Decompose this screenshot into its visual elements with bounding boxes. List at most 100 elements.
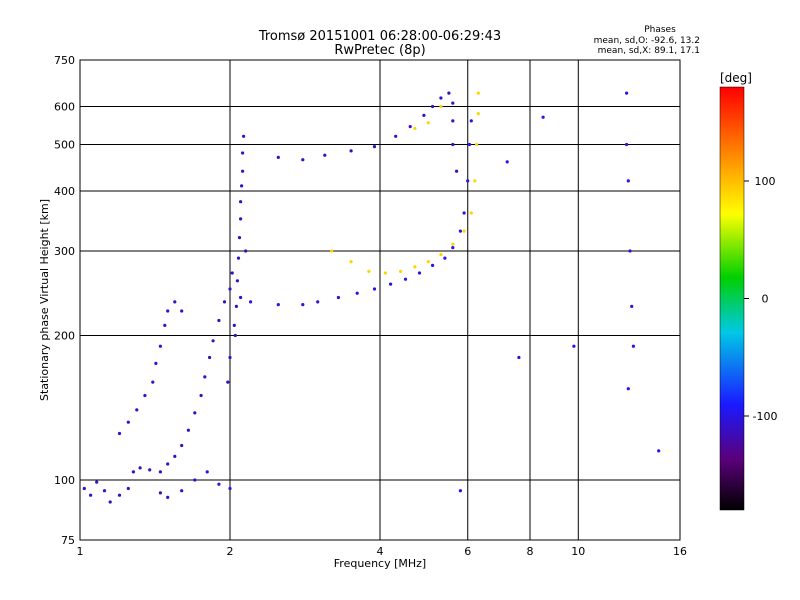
data-point <box>572 344 576 348</box>
data-point <box>625 91 629 95</box>
data-point <box>517 355 521 360</box>
data-point <box>217 318 221 323</box>
data-point <box>117 431 122 436</box>
data-point <box>422 113 426 117</box>
data-point <box>476 91 480 95</box>
data-point <box>462 229 466 233</box>
data-point <box>131 470 135 474</box>
data-point <box>180 309 184 313</box>
data-point <box>154 361 158 365</box>
data-point <box>166 462 170 466</box>
data-point <box>138 466 142 470</box>
data-point <box>383 271 387 275</box>
data-point <box>173 300 177 304</box>
data-point <box>469 119 473 123</box>
data-point <box>151 380 155 384</box>
phase-stats-title: Phases <box>644 25 676 35</box>
data-point <box>355 291 359 295</box>
data-point <box>458 489 462 493</box>
x-axis-label: Frequency [MHz] <box>334 557 426 570</box>
colorbar <box>719 86 745 511</box>
data-point <box>233 333 237 338</box>
data-point <box>301 158 305 162</box>
data-point <box>228 486 232 491</box>
x-tick-label: 2 <box>227 545 234 558</box>
data-point <box>443 256 447 260</box>
data-point <box>203 375 207 379</box>
data-points <box>82 91 661 504</box>
data-point <box>163 323 167 327</box>
data-point <box>451 246 455 250</box>
data-point <box>367 269 371 273</box>
phase-stats-o-line: mean, sd,O: -92.6, 13.2 <box>594 36 700 46</box>
data-point <box>226 380 230 384</box>
data-point <box>439 104 443 109</box>
phase-stats-x-line: mean, sd,X: 89.1, 17.1 <box>598 46 700 56</box>
data-point <box>193 478 197 482</box>
colorbar-tick-label: 0 <box>762 293 769 306</box>
data-point <box>426 121 430 125</box>
data-point <box>473 179 477 183</box>
data-point <box>89 493 93 497</box>
data-point <box>462 211 466 215</box>
data-point <box>228 287 232 291</box>
data-point <box>330 249 334 253</box>
data-point <box>126 486 130 491</box>
data-point <box>166 495 170 499</box>
data-point <box>476 112 480 116</box>
data-point <box>208 355 212 360</box>
data-point <box>475 142 479 147</box>
data-point <box>186 428 190 432</box>
data-point <box>458 229 462 233</box>
data-point <box>439 96 443 100</box>
data-point <box>166 309 170 313</box>
data-point <box>417 271 422 275</box>
data-point <box>211 339 215 343</box>
data-point <box>626 387 630 391</box>
data-point <box>234 304 238 308</box>
y-tick-label: 500 <box>54 139 75 152</box>
chart-title: Tromsø 20151001 06:28:00-06:29:43 <box>258 29 501 44</box>
data-point <box>349 149 353 153</box>
data-point <box>158 491 162 495</box>
data-point <box>180 443 184 448</box>
data-point <box>239 217 243 221</box>
data-point <box>451 142 455 147</box>
chart-subtitle: RwPretec (8p) <box>334 43 425 58</box>
data-point <box>242 134 246 138</box>
data-point <box>451 101 455 105</box>
data-point <box>431 104 435 109</box>
y-tick-label: 400 <box>54 185 75 198</box>
data-point <box>467 142 472 147</box>
x-tick-label: 1 <box>77 545 84 558</box>
data-point <box>239 295 243 300</box>
data-point <box>102 489 107 493</box>
y-tick-label: 200 <box>54 330 75 343</box>
x-tick-label: 8 <box>527 545 534 558</box>
data-point <box>217 482 221 486</box>
y-tick-label: 600 <box>54 101 75 114</box>
data-point <box>193 411 197 415</box>
data-point <box>657 449 661 453</box>
data-point <box>148 468 152 472</box>
colorbar-label: [deg] <box>720 71 752 85</box>
data-point <box>240 184 244 188</box>
data-point <box>239 200 243 204</box>
data-point <box>447 91 451 95</box>
data-point <box>173 454 177 458</box>
data-point <box>158 470 162 474</box>
data-point <box>276 155 280 159</box>
data-point <box>541 115 545 119</box>
data-point <box>316 300 320 304</box>
data-point <box>95 480 99 484</box>
data-point <box>237 236 242 240</box>
data-point <box>126 420 130 424</box>
data-point <box>236 256 241 260</box>
data-point <box>301 303 305 307</box>
data-point <box>426 260 430 264</box>
data-point <box>451 119 455 123</box>
data-point <box>349 260 353 264</box>
data-point <box>108 500 112 504</box>
x-tick-label: 4 <box>377 545 384 558</box>
